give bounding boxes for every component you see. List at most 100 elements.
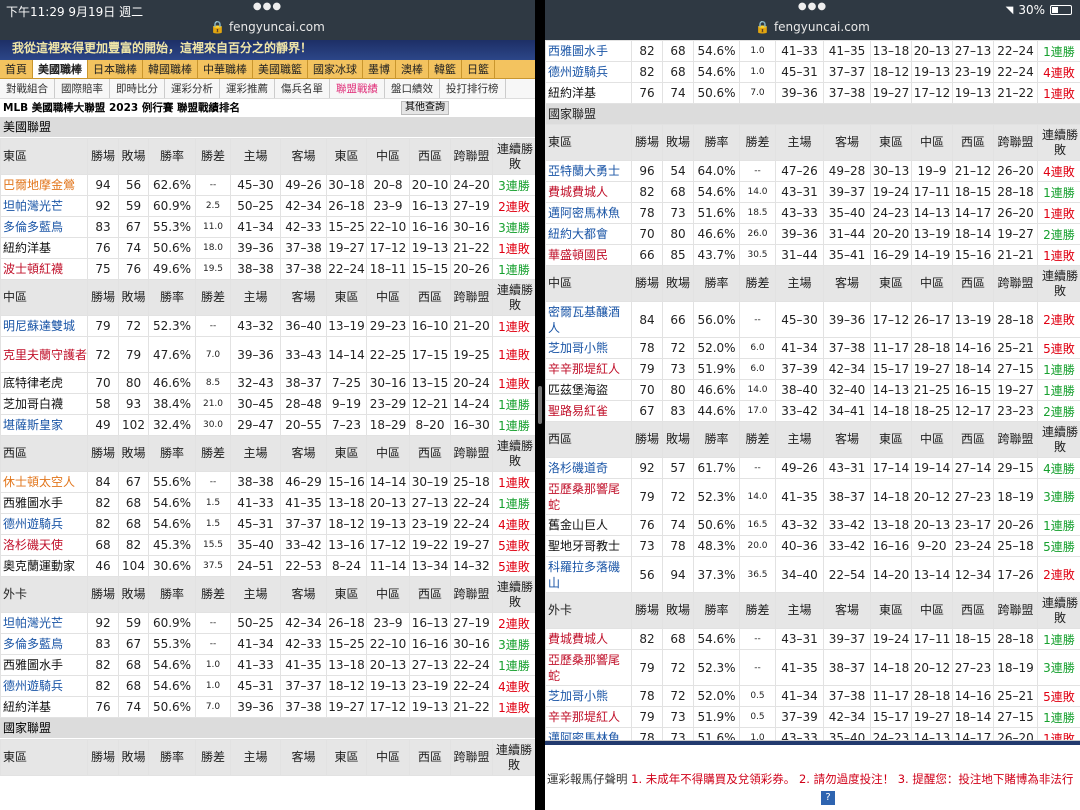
team-name[interactable]: 明尼蘇達雙城 (0, 315, 88, 337)
team-name[interactable]: 亞歷桑那響尾蛇 (545, 478, 632, 515)
subnav-item-8[interactable]: 投打排行榜 (440, 79, 506, 98)
team-name[interactable]: 克里夫蘭守護者 (0, 336, 88, 373)
team-row[interactable]: 多倫多藍鳥 83 67 55.3% -- 41–34 42–33 15–25 22–10 16–1… (0, 633, 535, 655)
team-name[interactable]: 密爾瓦基釀酒人 (545, 301, 632, 338)
site-banner[interactable]: 我從這裡來得更加豐富的開始，這裡來自百分之的靜界！ (0, 40, 535, 60)
team-row[interactable]: 匹茲堡海盜 70 80 46.6% 14.0 38–40 32–40 14–13 21–25 16… (545, 379, 1080, 401)
team-name[interactable]: 坦帕灣光芒 (0, 612, 88, 634)
team-row[interactable]: 洛杉磯道奇 92 57 61.7% -- 49–26 43–31 17–14 19–14 27–1… (545, 457, 1080, 479)
team-name[interactable]: 華盛頓國民 (545, 244, 632, 266)
team-row[interactable]: 底特律老虎 70 80 46.6% 8.5 32–43 38–37 7–25 30–16 13–1… (0, 372, 535, 394)
team-name[interactable]: 德州遊騎兵 (0, 513, 88, 535)
team-row[interactable]: 密爾瓦基釀酒人 84 66 56.0% -- 45–30 39–36 17–12 26–17 13… (545, 301, 1080, 338)
url-bar[interactable]: 🔒 fengyuncai.com (0, 20, 535, 34)
nav-item-1[interactable]: 美國職棒 (33, 60, 88, 78)
nav-item-7[interactable]: 墨博 (363, 60, 396, 78)
team-name[interactable]: 亞特蘭大勇士 (545, 160, 632, 182)
team-row[interactable]: 西雅圖水手 82 68 54.6% 1.0 41–33 41–35 13–18 20–13 27–… (0, 654, 535, 676)
team-name[interactable]: 波士頓紅襪 (0, 258, 88, 280)
subnav-item-2[interactable]: 即時比分 (110, 79, 165, 98)
team-row[interactable]: 聖地牙哥教士 73 78 48.3% 20.0 40–36 33–42 16–16 9–20 23… (545, 535, 1080, 557)
team-name[interactable]: 芝加哥白襪 (0, 393, 88, 415)
url-bar-right[interactable]: 🔒 fengyuncai.com (545, 20, 1080, 34)
team-name[interactable]: 芝加哥小熊 (545, 337, 632, 359)
subnav-item-7[interactable]: 盤口績效 (385, 79, 440, 98)
nav-item-2[interactable]: 日本職棒 (88, 60, 143, 78)
nav-item-9[interactable]: 韓籃 (429, 60, 462, 78)
team-row[interactable]: 紐約洋基 76 74 50.6% 7.0 39–36 37–38 19–27 17–12 19–1… (545, 82, 1080, 104)
team-row[interactable]: 西雅圖水手 82 68 54.6% 1.5 41–33 41–35 13–18 20–13 27–… (0, 492, 535, 514)
team-row[interactable]: 休士頓太空人 84 67 55.6% -- 38–38 46–29 15–16 14–14 30–… (0, 471, 535, 493)
team-name[interactable]: 紐約洋基 (0, 237, 88, 259)
team-name[interactable]: 奧克蘭運動家 (0, 555, 88, 577)
team-row[interactable]: 坦帕灣光芒 92 59 60.9% 2.5 50–25 42–34 26–18 23–9 16–1… (0, 195, 535, 217)
team-row[interactable]: 費城費城人 82 68 54.6% -- 43–31 39–37 19–24 17–11 18–1… (545, 628, 1080, 650)
team-row[interactable]: 芝加哥小熊 78 72 52.0% 6.0 41–34 37–38 11–17 28–18 14–… (545, 337, 1080, 359)
team-name[interactable]: 德州遊騎兵 (0, 675, 88, 697)
subnav-item-1[interactable]: 國際賠率 (55, 79, 110, 98)
team-name[interactable]: 西雅圖水手 (545, 40, 632, 62)
team-row[interactable]: 波士頓紅襪 75 76 49.6% 19.5 38–38 37–38 22–24 18–11 15… (0, 258, 535, 280)
team-row[interactable]: 舊金山巨人 76 74 50.6% 16.5 43–32 33–42 13–18 20–13 23… (545, 514, 1080, 536)
team-name[interactable]: 費城費城人 (545, 628, 632, 650)
other-query-button[interactable]: 其他查詢 (401, 101, 449, 115)
team-row[interactable]: 芝加哥小熊 78 72 52.0% 0.5 41–34 37–38 11–17 28–18 14–… (545, 685, 1080, 707)
team-name[interactable]: 聖地牙哥教士 (545, 535, 632, 557)
team-row[interactable]: 費城費城人 82 68 54.6% 14.0 43–31 39–37 19–24 17–11 18… (545, 181, 1080, 203)
team-row[interactable]: 德州遊騎兵 82 68 54.6% 1.0 45–31 37–37 18–12 19–13 23–… (0, 675, 535, 697)
team-row[interactable]: 德州遊騎兵 82 68 54.6% 1.5 45–31 37–37 18–12 19–13 23–… (0, 513, 535, 535)
team-name[interactable]: 西雅圖水手 (0, 492, 88, 514)
team-row[interactable]: 西雅圖水手 82 68 54.6% 1.0 41–33 41–35 13–18 20–13 27–… (545, 40, 1080, 62)
team-name[interactable]: 紐約洋基 (545, 82, 632, 104)
team-row[interactable]: 奧克蘭運動家 46 104 30.6% 37.5 24–51 22–53 8–24 11–14 1… (0, 555, 535, 577)
team-name[interactable]: 巴爾地摩金鶯 (0, 174, 88, 196)
nav-item-0[interactable]: 首頁 (0, 60, 33, 78)
team-name[interactable]: 紐約洋基 (0, 696, 88, 718)
team-name[interactable]: 亞歷桑那響尾蛇 (545, 649, 632, 686)
team-row[interactable]: 紐約大都會 70 80 46.6% 26.0 39–36 31–44 20–20 13–19 18… (545, 223, 1080, 245)
subnav-item-6[interactable]: 聯盟戰績 (330, 79, 385, 98)
subnav-item-5[interactable]: 傷兵名單 (275, 79, 330, 98)
team-row[interactable]: 亞歷桑那響尾蛇 79 72 52.3% 14.0 41–35 38–37 14–18 20–12… (545, 478, 1080, 515)
team-name[interactable]: 邁阿密馬林魚 (545, 202, 632, 224)
nav-item-6[interactable]: 國家冰球 (308, 60, 363, 78)
team-name[interactable]: 底特律老虎 (0, 372, 88, 394)
team-row[interactable]: 洛杉磯天使 68 82 45.3% 15.5 35–40 33–42 13–16 17–12 19… (0, 534, 535, 556)
team-row[interactable]: 堪薩斯皇家 49 102 32.4% 30.0 29–47 20–55 7–23 18–29 8–… (0, 414, 535, 436)
team-name[interactable]: 多倫多藍鳥 (0, 633, 88, 655)
team-row[interactable]: 坦帕灣光芒 92 59 60.9% -- 50–25 42–34 26–18 23–9 16–13… (0, 612, 535, 634)
team-name[interactable]: 匹茲堡海盜 (545, 379, 632, 401)
split-handle-icon[interactable] (538, 386, 542, 424)
subnav-item-0[interactable]: 對戰組合 (0, 79, 55, 98)
team-row[interactable]: 巴爾地摩金鶯 94 56 62.6% -- 45–30 49–26 30–18 20–8 20–1… (0, 174, 535, 196)
team-row[interactable]: 聖路易紅雀 67 83 44.6% 17.0 33–42 34–41 14–18 18–25 12… (545, 400, 1080, 422)
team-name[interactable]: 紐約大都會 (545, 223, 632, 245)
team-name[interactable]: 西雅圖水手 (0, 654, 88, 676)
nav-item-10[interactable]: 日籃 (462, 60, 495, 78)
team-row[interactable]: 克里夫蘭守護者 72 79 47.6% 7.0 39–36 33–43 14–14 22–25 1… (0, 336, 535, 373)
team-row[interactable]: 明尼蘇達雙城 79 72 52.3% -- 43–32 36–40 13–19 29–23 16–… (0, 315, 535, 337)
team-name[interactable]: 聖路易紅雀 (545, 400, 632, 422)
team-name[interactable]: 洛杉磯道奇 (545, 457, 632, 479)
team-name[interactable]: 辛辛那堤紅人 (545, 358, 632, 380)
team-name[interactable]: 德州遊騎兵 (545, 61, 632, 83)
nav-item-4[interactable]: 中華職棒 (198, 60, 253, 78)
nav-item-3[interactable]: 韓國職棒 (143, 60, 198, 78)
team-row[interactable]: 紐約洋基 76 74 50.6% 18.0 39–36 37–38 19–27 17–12 19–… (0, 237, 535, 259)
team-row[interactable]: 亞歷桑那響尾蛇 79 72 52.3% -- 41–35 38–37 14–18 20–12 27… (545, 649, 1080, 686)
subnav-item-4[interactable]: 運彩推薦 (220, 79, 275, 98)
team-row[interactable]: 辛辛那堤紅人 79 73 51.9% 0.5 37–39 42–34 15–17 19–27 18… (545, 706, 1080, 728)
team-name[interactable]: 費城費城人 (545, 181, 632, 203)
team-name[interactable]: 芝加哥小熊 (545, 685, 632, 707)
team-name[interactable]: 坦帕灣光芒 (0, 195, 88, 217)
team-row[interactable]: 紐約洋基 76 74 50.6% 7.0 39–36 37–38 19–27 17–12 19–1… (0, 696, 535, 718)
multitask-dots-icon[interactable]: ●●● (252, 1, 283, 12)
multitask-dots-icon[interactable]: ●●● (797, 1, 828, 12)
team-row[interactable]: 芝加哥白襪 58 93 38.4% 21.0 30–45 28–48 9–19 23–29 12–… (0, 393, 535, 415)
team-name[interactable]: 科羅拉多落磯山 (545, 556, 632, 593)
team-row[interactable]: 邁阿密馬林魚 78 73 51.6% 18.5 43–33 35–40 24–23 14–13 1… (545, 202, 1080, 224)
team-name[interactable]: 洛杉磯天使 (0, 534, 88, 556)
team-name[interactable]: 舊金山巨人 (545, 514, 632, 536)
team-row[interactable]: 多倫多藍鳥 83 67 55.3% 11.0 41–34 42–33 15–25 22–10 16… (0, 216, 535, 238)
team-row[interactable]: 德州遊騎兵 82 68 54.6% 1.0 45–31 37–37 18–12 19–13 23–… (545, 61, 1080, 83)
